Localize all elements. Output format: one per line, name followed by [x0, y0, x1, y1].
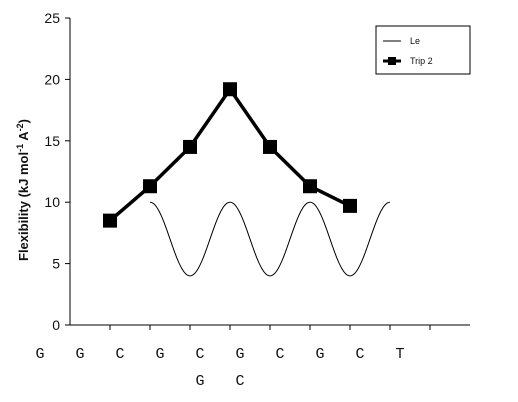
- sequence-letter: C: [195, 346, 204, 363]
- legend-box: [375, 25, 471, 75]
- legend: Le Trip 2: [375, 25, 471, 75]
- series-le-line: [149, 201, 391, 277]
- legend-label-le: Le: [410, 36, 420, 46]
- sequence-letter: G: [235, 346, 244, 363]
- series-trip-2: [103, 82, 357, 228]
- sequence-letter: T: [395, 346, 404, 363]
- sequence-letter: C: [235, 373, 244, 390]
- series-le: [149, 201, 391, 277]
- series-trip-2-marker: [183, 139, 197, 154]
- y-tick-label: 20: [44, 71, 60, 87]
- series-trip-2-marker: [103, 213, 117, 228]
- series-trip-2-marker: [343, 198, 357, 213]
- sequence-letter: G: [75, 346, 84, 363]
- y-tick-label: 10: [44, 194, 60, 210]
- series-trip-2-line: [108, 87, 351, 222]
- legend-marker-trip-2: [388, 57, 396, 65]
- sequence-letter: C: [275, 346, 284, 363]
- sequence-letter: G: [155, 346, 164, 363]
- y-ticks: 0 5 10 15 20 25: [44, 10, 70, 333]
- legend-label-trip-2: Trip 2: [410, 56, 433, 66]
- x-ticks: [109, 325, 431, 330]
- sequence-letter: C: [115, 346, 124, 363]
- sequence-letter: G: [315, 346, 324, 363]
- sequence-letter: C: [355, 346, 364, 363]
- y-tick-label: 0: [52, 317, 60, 333]
- sequence-letter: G: [35, 346, 44, 363]
- series-trip-2-marker: [143, 179, 157, 194]
- y-tick-label: 5: [52, 256, 60, 272]
- sequence-letter: G: [195, 373, 204, 390]
- y-axis-label: Flexibility (kJ mol-1 A-2): [15, 119, 31, 261]
- series-trip-2-marker: [263, 139, 277, 154]
- series-trip-2-marker: [303, 179, 317, 194]
- y-tick-label: 15: [44, 133, 60, 149]
- series-trip-2-marker: [223, 82, 237, 97]
- y-tick-label: 25: [44, 10, 60, 26]
